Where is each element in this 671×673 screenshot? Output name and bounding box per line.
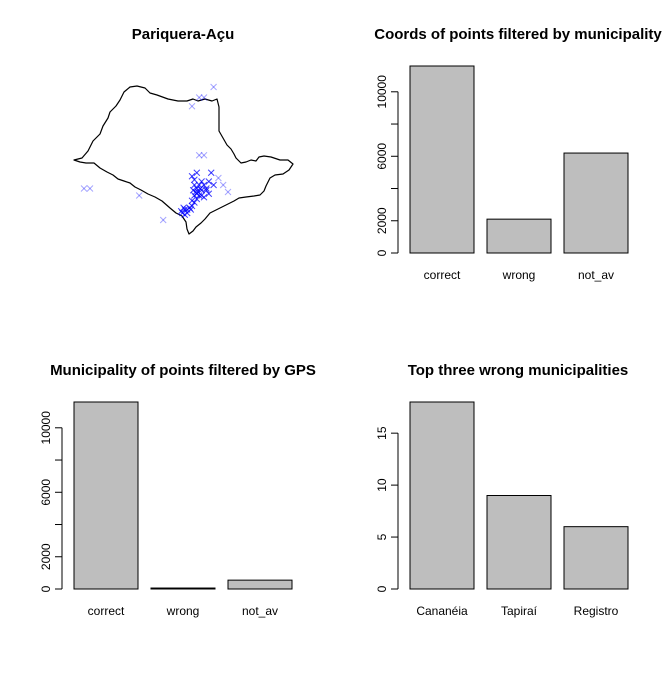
state-outline-map xyxy=(73,85,294,235)
map-marker xyxy=(188,102,196,110)
bar-registro xyxy=(563,526,629,590)
bar-wrong xyxy=(486,218,552,254)
chart4-title: Top three wrong municipalities xyxy=(408,362,629,379)
map-marker xyxy=(203,186,210,194)
bar-wrong xyxy=(150,587,216,590)
bar-not-av xyxy=(227,579,293,590)
map-marker xyxy=(195,151,203,159)
bar-correct xyxy=(409,65,475,254)
map-marker xyxy=(198,178,205,185)
map-marker xyxy=(193,169,201,177)
bar-panel-gps: Municipality of points filtered by GPS 0… xyxy=(39,362,316,618)
map-marker xyxy=(200,193,208,201)
x-tick-label: wrong xyxy=(502,268,536,282)
bar-tapira- xyxy=(486,495,552,590)
map-marker xyxy=(197,185,204,192)
x-tick-label: correct xyxy=(88,604,125,618)
map-marker xyxy=(189,186,197,194)
bar-panel-wrong-municipalities: Top three wrong municipalities 0 5 10 15 Can… xyxy=(375,362,629,618)
y-tick-label: 5 xyxy=(375,533,389,540)
map-marker xyxy=(159,216,167,224)
y-tick-label: 2000 xyxy=(39,543,53,570)
y-tick-label: 10000 xyxy=(39,411,53,445)
map-marker xyxy=(207,169,215,177)
y-tick-label: 6000 xyxy=(39,479,53,506)
y-tick-label: 10 xyxy=(375,478,389,492)
map-marker xyxy=(135,192,143,199)
y-tick-label: 0 xyxy=(375,585,389,592)
chart2-title: Coords of points filtered by municipalit… xyxy=(374,26,662,43)
bars-layer: 0 5 10 15 Cananéia Tapiraí Registro xyxy=(375,401,629,618)
x-tick-label: not_av xyxy=(578,268,614,282)
map-marker xyxy=(180,204,187,212)
map-title: Pariquera-Açu xyxy=(132,26,235,43)
y-tick-label: 6000 xyxy=(375,143,389,170)
chart3-title: Municipality of points filtered by GPS xyxy=(50,362,316,379)
map-marker xyxy=(191,176,198,184)
map-marker xyxy=(210,181,217,189)
x-tick-label: wrong xyxy=(166,604,200,618)
map-marker xyxy=(200,151,208,159)
x-tick-label: correct xyxy=(424,268,461,282)
bar-correct xyxy=(73,401,139,590)
map-panel: Pariquera-Açu xyxy=(73,26,294,235)
x-tick-label: Tapiraí xyxy=(501,604,538,618)
map-marker xyxy=(200,94,208,101)
x-tick-label: not_av xyxy=(242,604,278,618)
map-marker xyxy=(210,83,217,91)
marker-layer xyxy=(80,83,232,224)
map-marker xyxy=(205,190,213,198)
map-marker xyxy=(86,185,94,192)
map-marker xyxy=(188,197,196,205)
map-marker xyxy=(205,178,213,185)
map-marker xyxy=(215,174,222,182)
y-tick-label: 0 xyxy=(39,585,53,592)
map-marker xyxy=(219,181,227,189)
y-tick-label: 2000 xyxy=(375,207,389,234)
map-marker xyxy=(203,185,210,192)
bar-canan-ia xyxy=(409,401,475,590)
bars-layer: 0 2000 6000 10000 correct wrong not_av xyxy=(375,65,629,282)
y-tick-label: 10000 xyxy=(375,75,389,109)
bar-panel-municipality: Coords of points filtered by municipalit… xyxy=(374,26,662,282)
x-tick-label: Registro xyxy=(574,604,619,618)
y-tick-label: 15 xyxy=(375,426,389,440)
map-marker xyxy=(191,181,198,189)
map-marker xyxy=(188,172,196,180)
map-marker xyxy=(195,94,203,101)
bars-layer: 0 2000 6000 10000 correct wrong not_av xyxy=(39,401,293,618)
map-marker xyxy=(80,185,88,192)
bar-not-av xyxy=(563,152,629,254)
map-marker xyxy=(187,206,195,213)
map-marker xyxy=(177,207,185,215)
x-tick-label: Cananéia xyxy=(416,604,468,618)
y-tick-label: 0 xyxy=(375,249,389,256)
map-marker xyxy=(193,195,201,203)
map-marker xyxy=(194,188,202,196)
map-marker xyxy=(224,188,232,196)
